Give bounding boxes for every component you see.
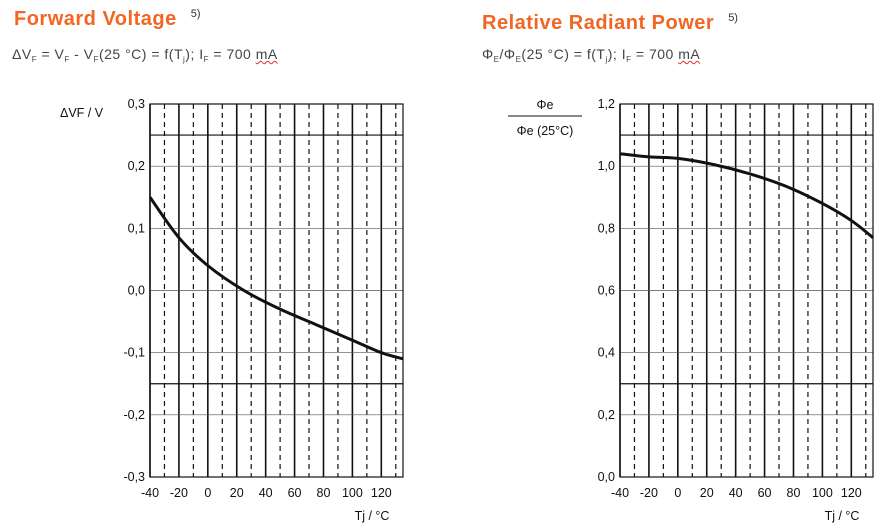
- formula-sub: E: [515, 55, 522, 64]
- chart-title-relative-radiant-power: Relative Radiant Power 5): [482, 12, 738, 35]
- y-tick-label: 0,2: [128, 159, 145, 173]
- y-tick-label: 0,3: [128, 97, 145, 111]
- formula-sub: E: [493, 55, 500, 64]
- formula-unit: mA: [255, 46, 278, 62]
- y-tick-label: 1,2: [598, 97, 615, 111]
- plot-frame: [149, 103, 404, 478]
- y-axis-label-denominator: Φe (25°C): [517, 124, 574, 138]
- formula-part: = 700: [209, 46, 256, 62]
- y-tick-label: -0,3: [123, 470, 145, 484]
- formula-part: = V: [37, 46, 65, 62]
- title-text: Relative Radiant Power: [482, 12, 715, 34]
- y-tick-label: 1,0: [598, 159, 615, 173]
- x-tick-label: 80: [787, 486, 801, 500]
- formula-unit: mA: [678, 46, 701, 62]
- x-tick-label: 80: [317, 486, 331, 500]
- formula-part: /Φ: [499, 46, 516, 62]
- chart-1: -0,3 -0,2 -0,1 0,0 0,1 0,2 0,3 -40 -20 0 20 40 60 80 1…: [60, 97, 404, 523]
- y-tick-label: 0,8: [598, 221, 615, 235]
- y-axis-label: ΔVF / V: [60, 106, 104, 120]
- y-tick-label: -0,2: [123, 408, 145, 422]
- chart-title-forward-voltage: Forward Voltage 5): [14, 8, 201, 31]
- y-tick-label: 0,1: [128, 221, 145, 235]
- y-tick-label: 0,6: [598, 284, 615, 298]
- y-tick-label: 0,2: [598, 408, 615, 422]
- x-tick-label: 20: [700, 486, 714, 500]
- x-axis-label: Tj / °C: [825, 509, 860, 523]
- x-tick-label: -40: [611, 486, 629, 500]
- x-tick-label: 100: [812, 486, 833, 500]
- y-tick-label: 0,0: [598, 470, 615, 484]
- title-text: Forward Voltage: [14, 8, 177, 30]
- x-tick-label: 0: [674, 486, 681, 500]
- x-axis-label: Tj / °C: [355, 509, 390, 523]
- x-tick-label: 60: [758, 486, 772, 500]
- formula-sub: F: [31, 55, 38, 64]
- chart-2: 0,0 0,2 0,4 0,6 0,8 1,0 1,2 -40 -20 0 20 40 60 80 100 1…: [508, 97, 874, 523]
- y-tick-label: -0,1: [123, 346, 145, 360]
- y-tick-label: 0,4: [598, 346, 615, 360]
- formula-forward-voltage: ΔVF = VF - VF(25 °C) = f(Tj); IF = 700 m…: [12, 46, 278, 64]
- y-axis-label-numerator: Φe: [537, 98, 554, 112]
- data-line: [148, 196, 404, 361]
- formula-part: ΔV: [12, 46, 32, 62]
- formula-sub: F: [626, 55, 632, 64]
- formula-part: (25 °C) = f(T: [521, 46, 606, 62]
- x-tick-label: 60: [288, 486, 302, 500]
- x-tick-label: 0: [204, 486, 211, 500]
- x-tick-label: 40: [729, 486, 743, 500]
- plot-frame: [619, 103, 874, 478]
- formula-part: (25 °C) = f(T: [98, 46, 184, 62]
- x-tick-label: 40: [259, 486, 273, 500]
- x-tick-label: -20: [170, 486, 188, 500]
- formula-sub: F: [93, 55, 99, 64]
- footnote-ref: 5): [190, 8, 201, 21]
- formula-part: - V: [69, 46, 94, 62]
- formula-part: Φ: [482, 46, 494, 62]
- y-tick-label: 0,0: [128, 284, 145, 298]
- x-tick-label: -20: [640, 486, 658, 500]
- formula-sub: j: [183, 55, 186, 64]
- x-tick-label: -40: [141, 486, 159, 500]
- x-tick-label: 100: [342, 486, 363, 500]
- x-tick-label: 120: [371, 486, 392, 500]
- formula-part: ); I: [607, 46, 627, 62]
- formula-sub: F: [203, 55, 210, 64]
- x-tick-label: 120: [841, 486, 862, 500]
- formula-sub: F: [64, 55, 70, 64]
- formula-part: ); I: [185, 46, 204, 62]
- footnote-ref: 5): [728, 12, 738, 25]
- x-tick-label: 20: [230, 486, 244, 500]
- formula-part: = 700: [631, 46, 679, 62]
- formula-relative-radiant-power: ΦE/ΦE(25 °C) = f(Tj); IF = 700 mA: [482, 46, 700, 64]
- formula-sub: j: [605, 55, 608, 64]
